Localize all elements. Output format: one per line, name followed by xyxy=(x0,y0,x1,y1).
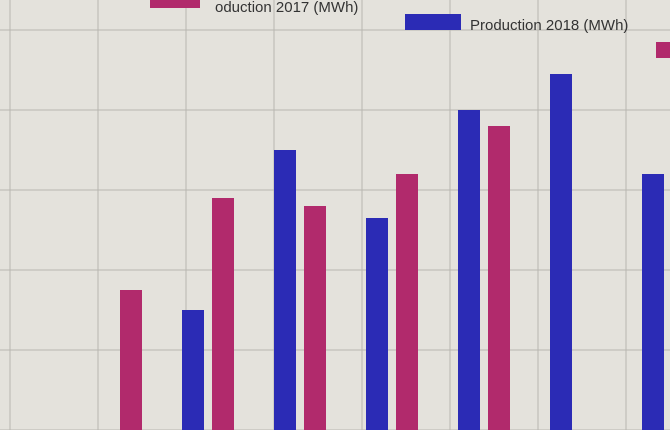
legend-label: Production 2018 (MWh) xyxy=(470,17,628,34)
bar xyxy=(396,174,418,430)
bar xyxy=(488,126,510,430)
vertical-grid xyxy=(9,0,627,430)
legend-swatch xyxy=(150,0,200,8)
bar xyxy=(642,174,664,430)
bar xyxy=(274,150,296,430)
bar xyxy=(212,198,234,430)
bar xyxy=(182,310,204,430)
legend-swatch xyxy=(656,42,670,58)
legend-label: oduction 2017 (MWh) xyxy=(215,0,358,16)
bar xyxy=(550,74,572,430)
legend: oduction 2017 (MWh) Production 2018 (MWh… xyxy=(150,0,670,58)
bars xyxy=(120,74,664,430)
bar xyxy=(120,290,142,430)
bar xyxy=(458,110,480,430)
bar xyxy=(366,218,388,430)
bar xyxy=(304,206,326,430)
legend-swatch xyxy=(405,14,461,30)
